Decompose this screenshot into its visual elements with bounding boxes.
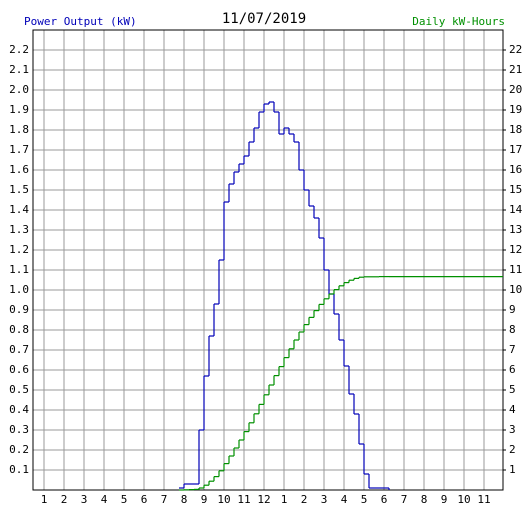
y-tick-label: 0.8 <box>9 323 29 336</box>
x-tick-label: 12 <box>257 493 270 506</box>
y-tick-label: 1.6 <box>9 163 29 176</box>
y2-tick-label: 18 <box>509 123 522 136</box>
x-tick-label: 3 <box>81 493 88 506</box>
y-tick-label: 0.1 <box>9 463 29 476</box>
x-tick-label: 8 <box>421 493 428 506</box>
y-tick-label: 1.4 <box>9 203 29 216</box>
y2-tick-label: 10 <box>509 283 522 296</box>
y-tick-label: 2.0 <box>9 83 29 96</box>
y2-tick-label: 21 <box>509 63 522 76</box>
x-tick-label: 11 <box>477 493 490 506</box>
y2-tick-label: 12 <box>509 243 522 256</box>
y2-axis-title: Daily kW-Hours <box>412 15 505 28</box>
y-axis-title: Power Output (kW) <box>24 15 137 28</box>
x-tick-label: 9 <box>441 493 448 506</box>
y2-tick-label: 22 <box>509 43 522 56</box>
y-tick-label: 0.2 <box>9 443 29 456</box>
y2-tick-label: 3 <box>509 423 516 436</box>
y2-tick-label: 16 <box>509 163 522 176</box>
y-tick-label: 1.7 <box>9 143 29 156</box>
x-tick-label: 5 <box>361 493 368 506</box>
x-tick-label: 6 <box>141 493 148 506</box>
chart-title: 11/07/2019 <box>222 11 306 27</box>
y-tick-label: 1.8 <box>9 123 29 136</box>
y2-tick-label: 5 <box>509 383 516 396</box>
x-tick-label: 1 <box>281 493 288 506</box>
y-tick-label: 0.9 <box>9 303 29 316</box>
x-tick-label: 3 <box>321 493 328 506</box>
plot-frame <box>32 29 504 491</box>
y2-tick-label: 13 <box>509 223 522 236</box>
x-tick-label: 4 <box>101 493 108 506</box>
x-tick-label: 9 <box>201 493 208 506</box>
y2-tick-label: 11 <box>509 263 522 276</box>
y2-tick-label: 6 <box>509 363 516 376</box>
y-tick-label: 2.2 <box>9 43 29 56</box>
y-tick-label: 0.4 <box>9 403 29 416</box>
y-tick-label: 0.6 <box>9 363 29 376</box>
x-tick-label: 1 <box>41 493 48 506</box>
y2-tick-label: 19 <box>509 103 522 116</box>
x-tick-label: 10 <box>217 493 230 506</box>
y2-tick-label: 8 <box>509 323 516 336</box>
y-tick-label: 0.3 <box>9 423 29 436</box>
y2-tick-label: 14 <box>509 203 523 216</box>
y-tick-label: 1.2 <box>9 243 29 256</box>
x-tick-label: 11 <box>237 493 250 506</box>
x-tick-label: 2 <box>301 493 308 506</box>
x-tick-label: 10 <box>457 493 470 506</box>
y2-tick-label: 20 <box>509 83 522 96</box>
x-tick-label: 7 <box>401 493 408 506</box>
x-tick-label: 7 <box>161 493 168 506</box>
y2-tick-label: 2 <box>509 443 516 456</box>
y2-tick-label: 4 <box>509 403 516 416</box>
y-tick-label: 0.7 <box>9 343 29 356</box>
x-tick-label: 2 <box>61 493 68 506</box>
y-tick-label: 1.1 <box>9 263 29 276</box>
y2-tick-label: 17 <box>509 143 522 156</box>
x-tick-label: 6 <box>381 493 388 506</box>
y2-tick-label: 1 <box>509 463 516 476</box>
y-tick-label: 2.1 <box>9 63 29 76</box>
y-tick-label: 1.0 <box>9 283 29 296</box>
y-tick-label: 1.3 <box>9 223 29 236</box>
x-tick-label: 4 <box>341 493 348 506</box>
y-tick-label: 1.9 <box>9 103 29 116</box>
x-tick-label: 8 <box>181 493 188 506</box>
y2-tick-label: 15 <box>509 183 522 196</box>
y2-tick-label: 7 <box>509 343 516 356</box>
y2-tick-label: 9 <box>509 303 516 316</box>
x-tick-label: 5 <box>121 493 128 506</box>
y-tick-label: 1.5 <box>9 183 29 196</box>
y-tick-label: 0.5 <box>9 383 29 396</box>
